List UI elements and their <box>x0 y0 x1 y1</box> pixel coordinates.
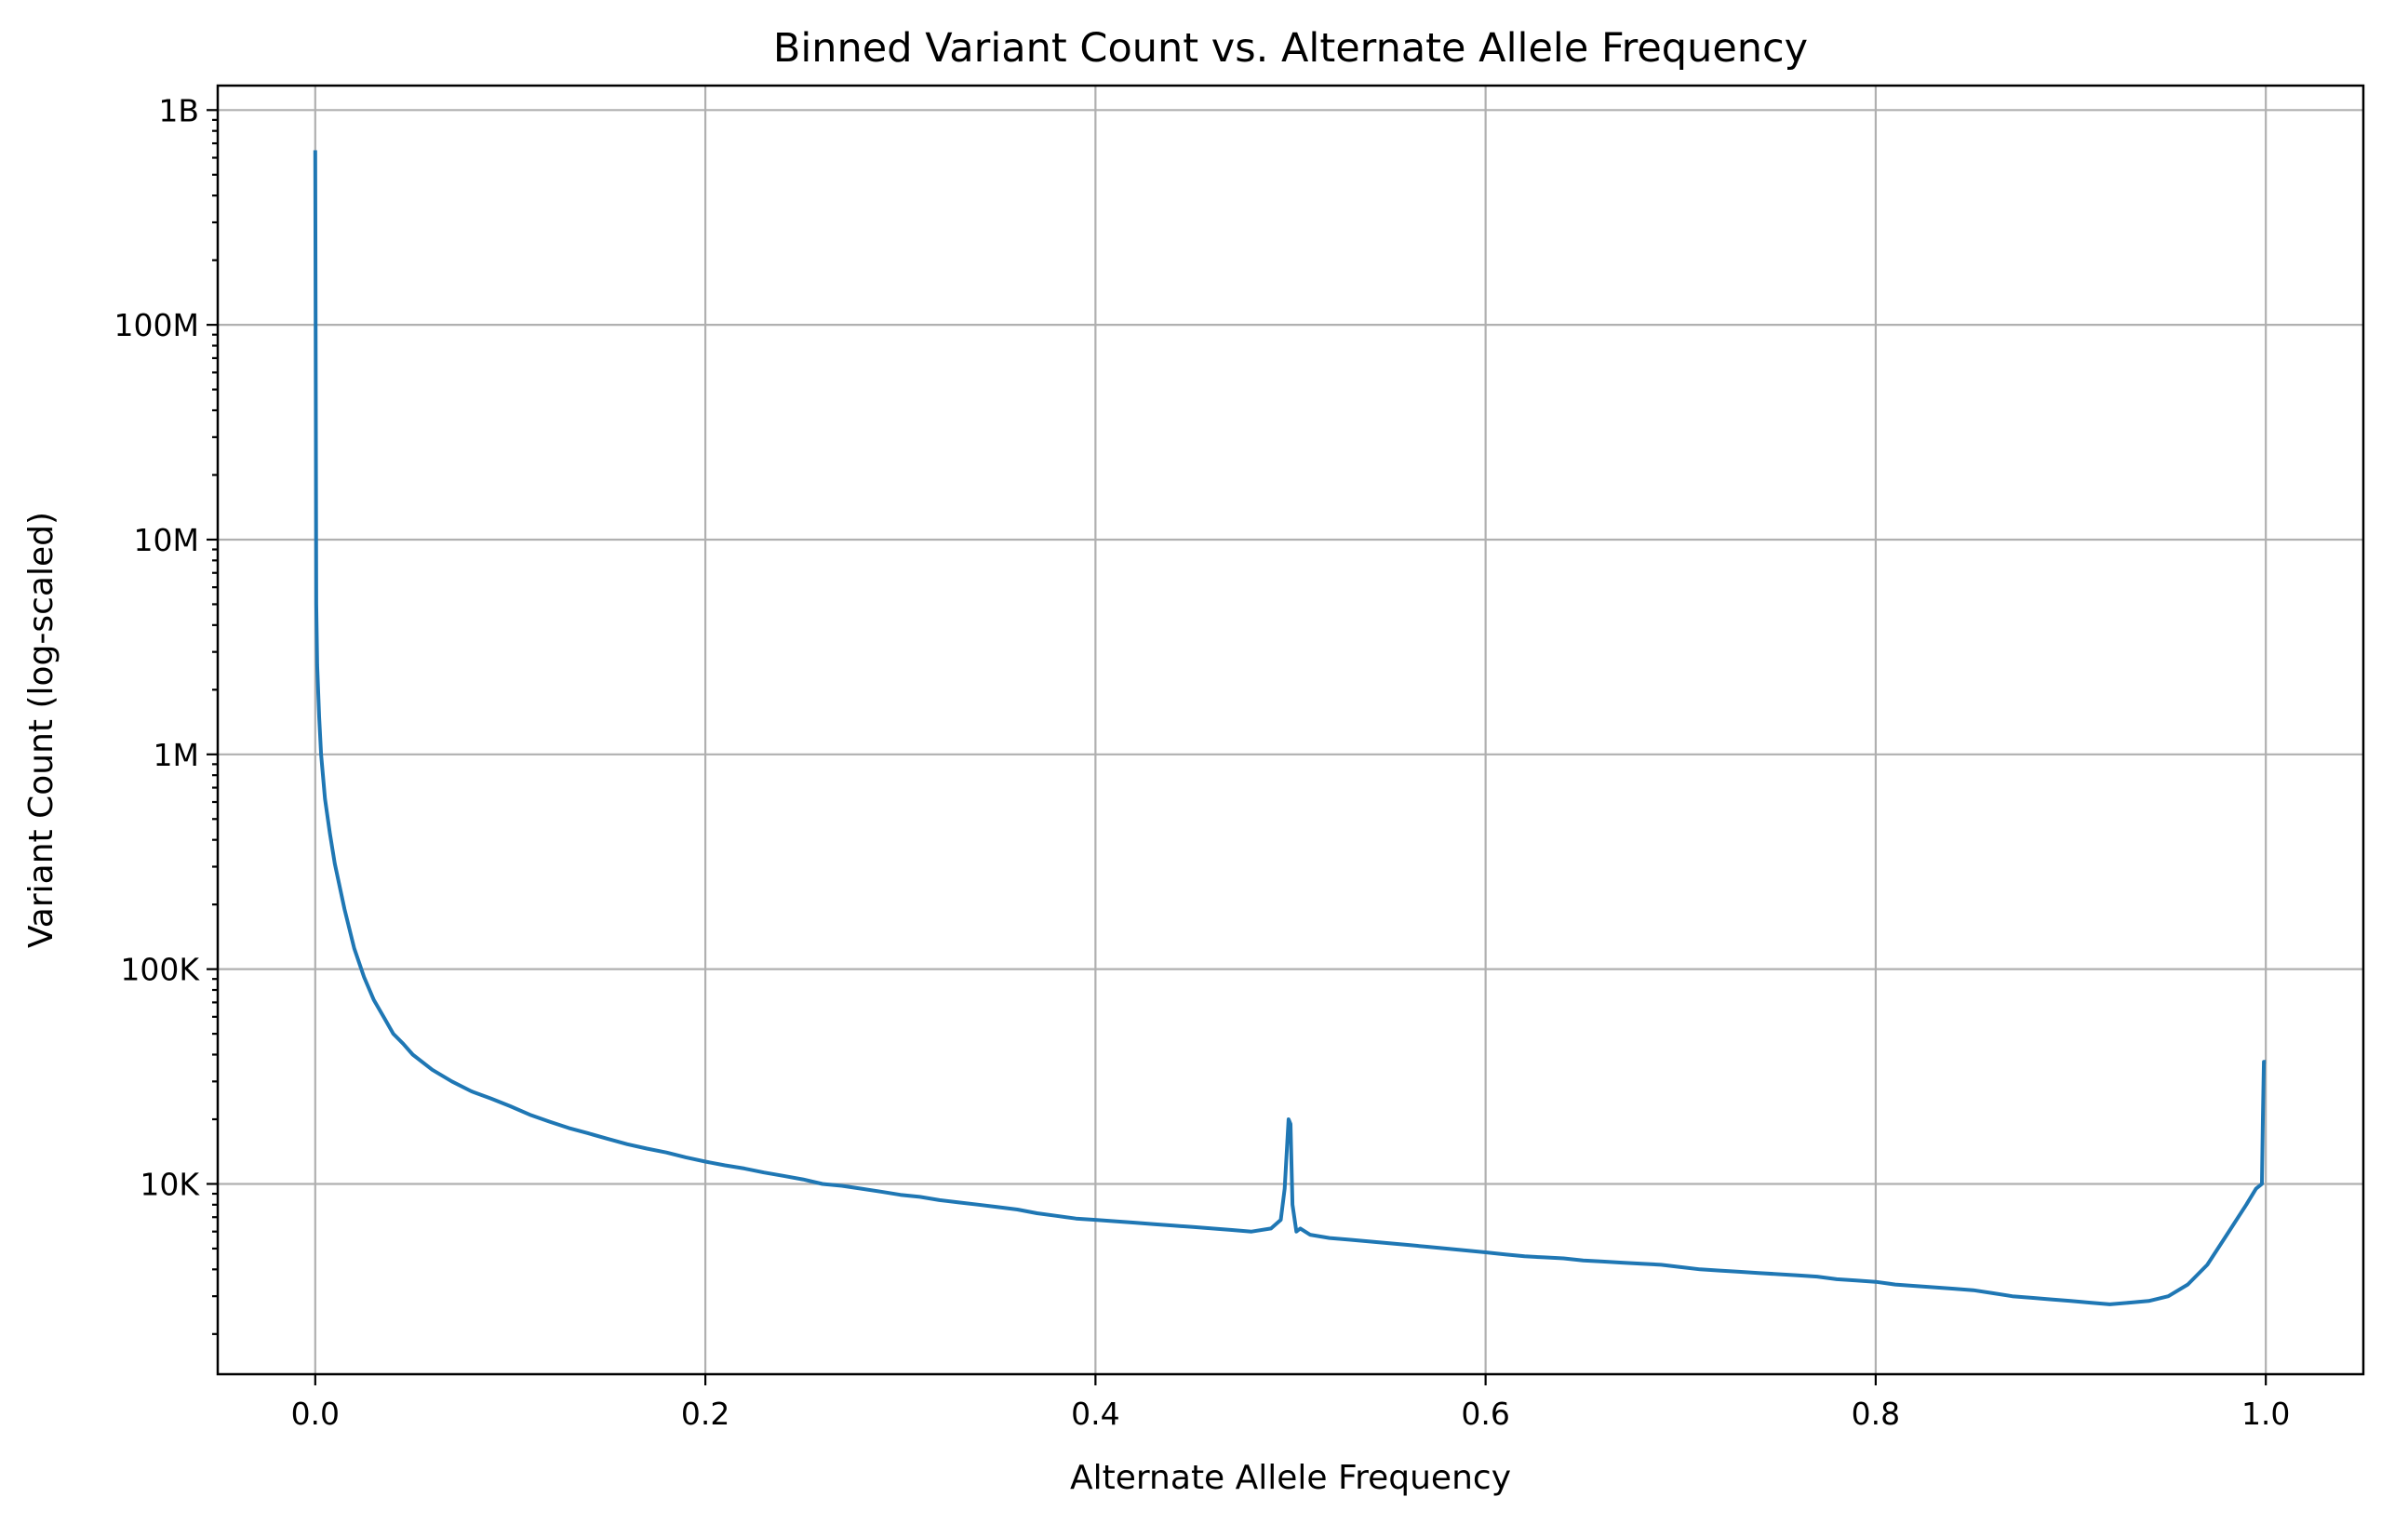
x-tick-label: 0.6 <box>1461 1396 1509 1432</box>
y-tick-label: 10M <box>134 522 199 558</box>
y-tick-label: 100K <box>120 952 200 988</box>
x-tick-label: 0.0 <box>291 1396 340 1432</box>
chart-title: Binned Variant Count vs. Alternate Allel… <box>773 25 1808 72</box>
y-tick-label: 1M <box>154 737 199 773</box>
series-layer <box>313 150 2267 1306</box>
y-axis-label: Variant Count (log-scaled) <box>22 512 60 948</box>
x-tick-label: 0.8 <box>1852 1396 1900 1432</box>
x-tick-label: 1.0 <box>2241 1396 2290 1432</box>
plot-frame <box>216 84 2365 1376</box>
y-tick-label: 100M <box>114 307 199 343</box>
series-line <box>313 150 2267 1306</box>
y-tick-label: 1B <box>158 92 199 128</box>
grid <box>218 86 2363 1374</box>
x-tick-label: 0.4 <box>1071 1396 1119 1432</box>
x-axis-label: Alternate Allele Frequency <box>1070 1459 1511 1497</box>
ticks: 0.0 0.2 0.4 0.6 0.8 1.0 10K 100K 1M 10M 100M 1B <box>114 92 2291 1432</box>
x-tick-label: 0.2 <box>681 1396 729 1432</box>
y-tick-label: 10K <box>140 1166 200 1202</box>
